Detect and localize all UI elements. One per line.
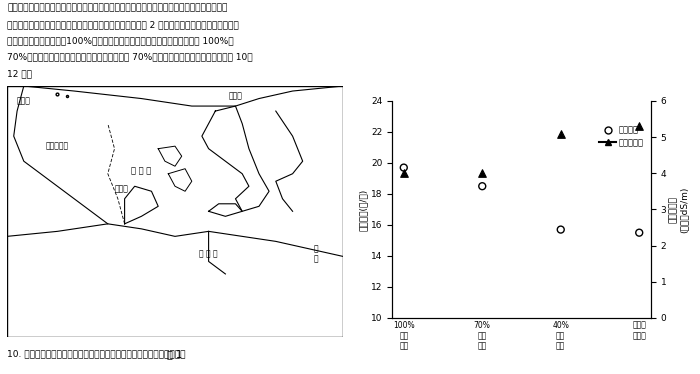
Text: 利 比 亚: 利 比 亚 xyxy=(199,249,218,258)
Point xyxy=(477,183,488,189)
Y-axis label: 土壤含盐量
(电导率dS/m): 土壤含盐量 (电导率dS/m) xyxy=(669,186,689,233)
Point xyxy=(398,165,409,171)
Text: 埃
及: 埃 及 xyxy=(314,244,318,263)
Point xyxy=(477,170,488,176)
Text: 对土壤的破坏，当年来农民通过配备节水调节灌溉用水。图 2 反映了四种不同灌溉模式下的蚕豆: 对土壤的破坏，当年来农民通过配备节水调节灌溉用水。图 2 反映了四种不同灌溉模式… xyxy=(7,20,239,29)
Text: 70%亏水灌溉是指仅提供相当于蚕豆蒸腾耗水量 70%的灌溉水量，以此类推。据此完成 10～: 70%亏水灌溉是指仅提供相当于蚕豆蒸腾耗水量 70%的灌溉水量，以此类推。据此完… xyxy=(7,53,253,62)
Text: 图 1: 图 1 xyxy=(167,349,183,359)
Text: 意大利: 意大利 xyxy=(228,92,242,101)
Text: 阿尔及利亚: 阿尔及利亚 xyxy=(46,142,69,151)
Text: 产量和土壤含盐量。其中100%足额灌溉是指灌溉水量达到蚕豆蒸腾耗水量的 100%，: 产量和土壤含盐量。其中100%足额灌溉是指灌溉水量达到蚕豆蒸腾耗水量的 100%… xyxy=(7,36,234,45)
Text: 地农民直接抽取浅层地下水进行随机灌溉，并不调节灌溉水量及盐度。为提高蚕豆产量、降低: 地农民直接抽取浅层地下水进行随机灌溉，并不调节灌溉水量及盐度。为提高蚕豆产量、降… xyxy=(7,4,228,13)
Point xyxy=(398,170,409,176)
Point xyxy=(634,230,645,236)
Text: 地 中 海: 地 中 海 xyxy=(132,167,151,176)
Legend: 蚕豆产量, 土壤含盐量: 蚕豆产量, 土壤含盐量 xyxy=(596,123,647,150)
Text: 12 题。: 12 题。 xyxy=(7,69,32,78)
Text: 西班牙: 西班牙 xyxy=(17,96,31,105)
Point xyxy=(634,123,645,129)
Y-axis label: 蚕豆产量(吨/年): 蚕豆产量(吨/年) xyxy=(359,188,368,230)
Point xyxy=(555,131,566,137)
Text: 10. 在调节灌溉用水情况下，不同灌溉模式土壤含盐量的差异主要取决于: 10. 在调节灌溉用水情况下，不同灌溉模式土壤含盐量的差异主要取决于 xyxy=(7,349,186,358)
Text: 突尼斯: 突尼斯 xyxy=(115,184,128,193)
Point xyxy=(555,227,566,233)
